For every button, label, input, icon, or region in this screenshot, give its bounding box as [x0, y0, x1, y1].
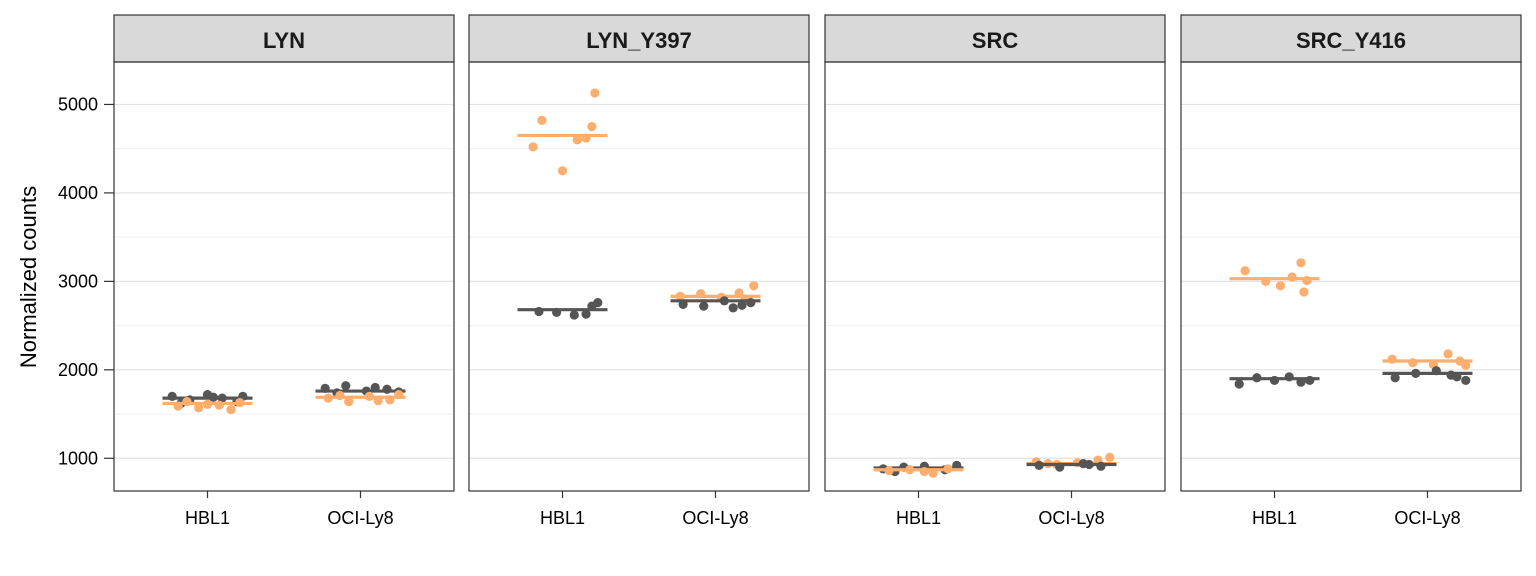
strip-label: LYN_Y397: [586, 28, 692, 53]
panel-src: SRC HBL1 OCI-Ly8: [824, 14, 1166, 528]
data-point: [1461, 375, 1471, 386]
data-point: [1299, 287, 1309, 297]
data-point: [581, 309, 591, 319]
panel-border: [113, 61, 455, 492]
strip-label: SRC_Y416: [1296, 28, 1406, 53]
data-point: [572, 135, 582, 145]
strip-label: LYN: [263, 28, 305, 53]
data-point: [593, 297, 603, 308]
data-point: [341, 381, 351, 391]
data-point: [1296, 258, 1306, 268]
x-tick-label: HBL1: [1252, 508, 1297, 528]
y-tick-label: 5000: [58, 94, 98, 114]
data-point: [528, 142, 538, 152]
data-point: [1443, 349, 1453, 359]
y-tick-label: 1000: [58, 448, 98, 468]
y-tick-label: 4000: [58, 183, 98, 203]
data-point: [226, 405, 236, 415]
data-point: [1461, 360, 1471, 370]
panel-border: [468, 61, 810, 492]
data-point: [587, 121, 597, 132]
panel-src-y416: SRC_Y416 HBL1 OCI-Ly8: [1180, 14, 1522, 528]
x-tick-label: HBL1: [185, 508, 230, 528]
x-tick-label: OCI-Ly8: [682, 508, 748, 528]
strip-background: [1180, 14, 1522, 63]
data-point: [569, 310, 579, 320]
panel-lyn-y397: LYN_Y397 HBL1 OCI-Ly8: [468, 14, 810, 528]
data-point: [749, 281, 759, 291]
strip-background: [113, 14, 455, 63]
data-point: [1234, 379, 1244, 389]
strip-background: [468, 14, 810, 63]
data-point: [590, 88, 600, 98]
data-point: [1240, 266, 1250, 276]
data-point: [737, 300, 747, 310]
x-tick-label: OCI-Ly8: [327, 508, 393, 528]
data-point: [1390, 373, 1400, 383]
panel-lyn: LYN HBL1 OCI-Ly8: [113, 14, 455, 528]
panel-border: [1180, 61, 1522, 492]
x-tick-label: HBL1: [896, 508, 941, 528]
data-point: [537, 115, 547, 125]
x-tick-label: HBL1: [540, 508, 585, 528]
x-tick-label: OCI-Ly8: [1394, 508, 1460, 528]
y-tick-label: 2000: [58, 360, 98, 380]
data-point: [728, 303, 738, 313]
data-point: [557, 166, 568, 176]
data-point: [194, 403, 204, 413]
y-tick-label: 3000: [58, 271, 98, 291]
strip-background: [824, 14, 1166, 63]
data-point: [699, 301, 709, 311]
y-axis-title: Normalized counts: [16, 186, 41, 368]
strip-label: SRC: [972, 28, 1019, 53]
x-tick-label: OCI-Ly8: [1038, 508, 1104, 528]
data-point: [344, 397, 354, 407]
data-point: [1275, 281, 1285, 291]
panel-border: [824, 61, 1166, 492]
data-point: [1105, 452, 1115, 462]
